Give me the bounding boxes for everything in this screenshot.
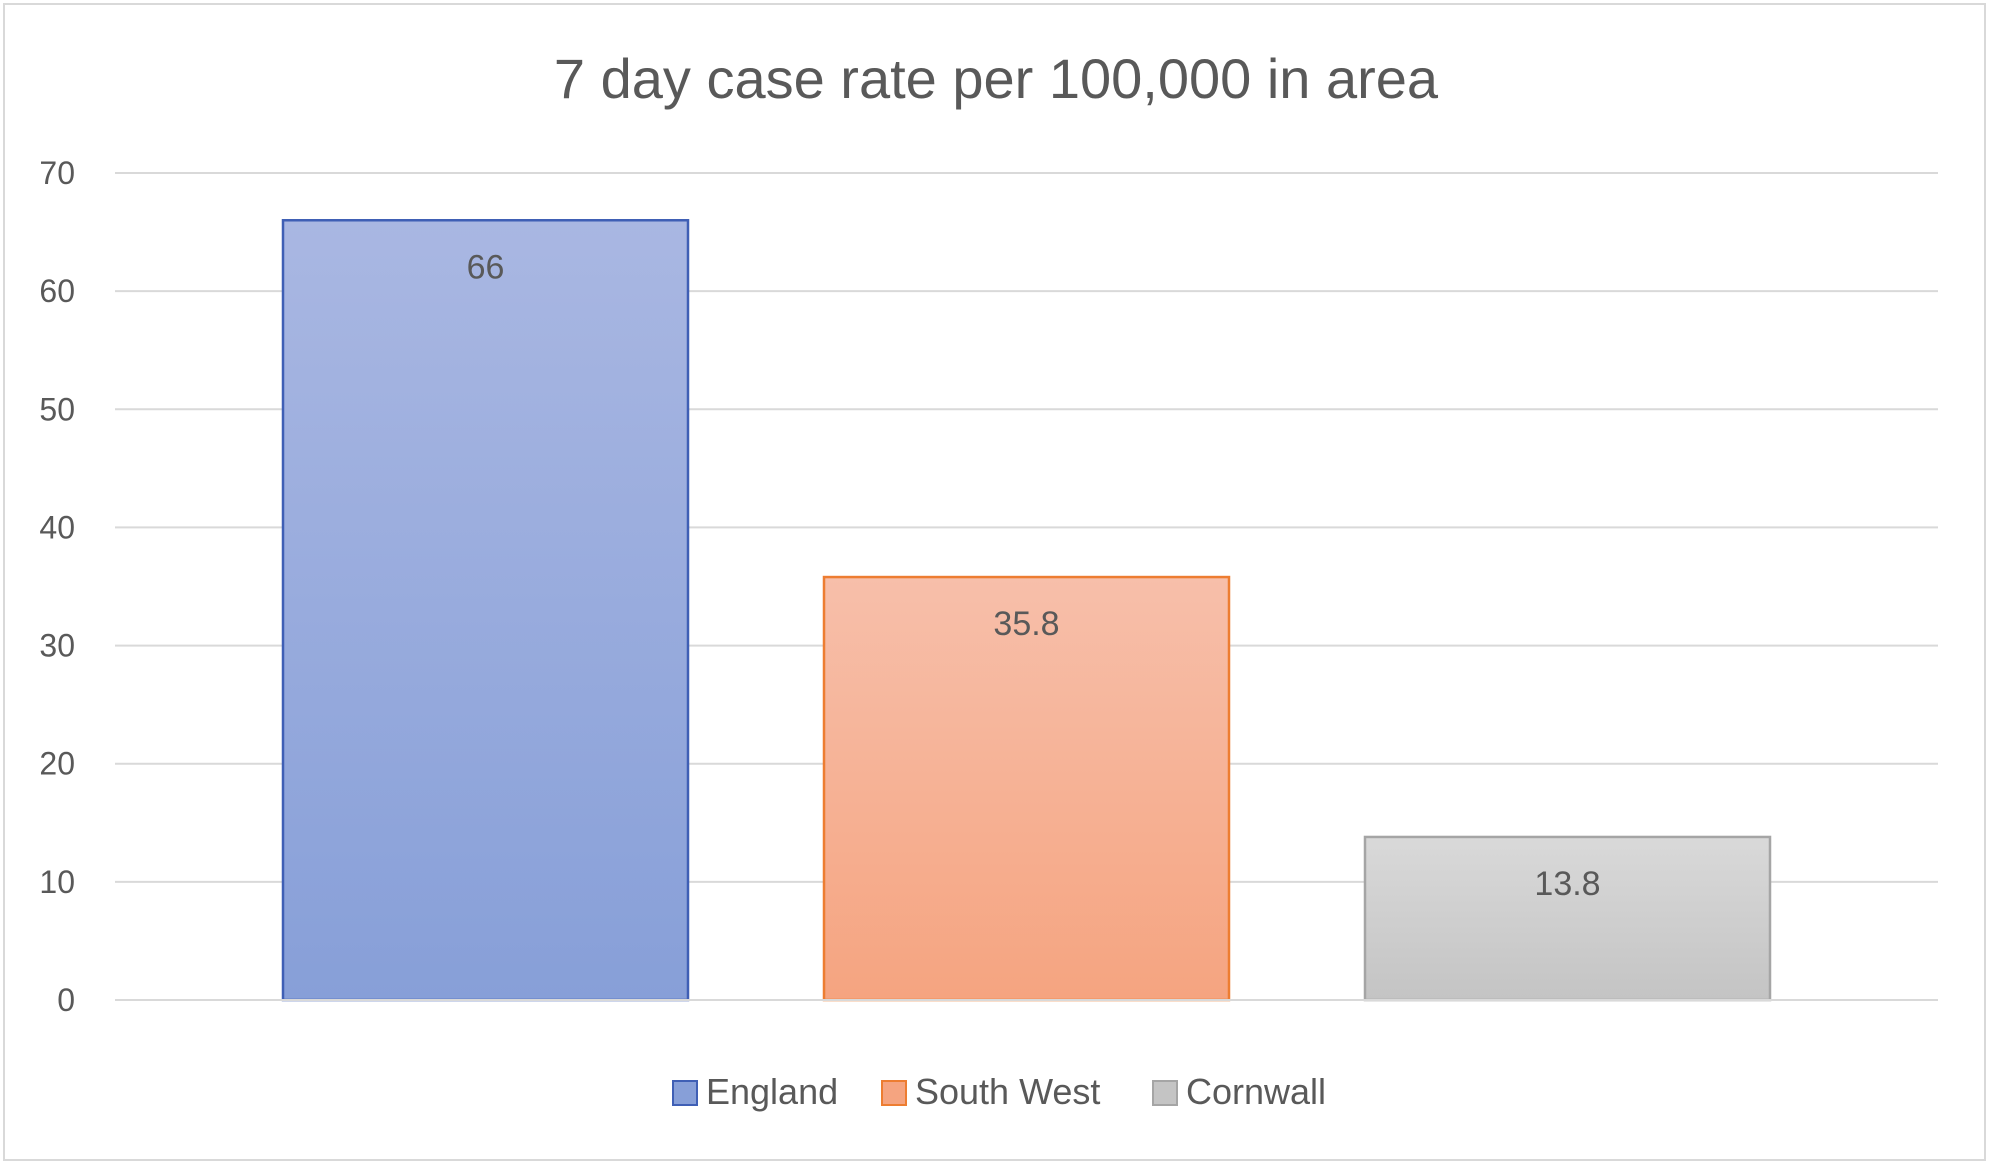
y-tick-label: 70 (39, 155, 75, 191)
y-axis-ticks: 0 10 20 30 40 50 60 70 (39, 155, 75, 1018)
y-tick-label: 50 (39, 391, 75, 427)
bar-south-west (822, 575, 1231, 1002)
legend-label: England (706, 1071, 838, 1112)
y-tick-label: 20 (39, 746, 75, 782)
y-tick-label: 40 (39, 509, 75, 545)
chart-title: 7 day case rate per 100,000 in area (554, 47, 1439, 110)
y-tick-label: 60 (39, 273, 75, 309)
data-label: 13.8 (1534, 865, 1600, 903)
bars (115, 219, 1938, 1002)
legend-swatch-england (672, 1080, 698, 1106)
data-label: 66 (467, 248, 505, 286)
bar-england (281, 219, 690, 1002)
y-tick-label: 30 (39, 628, 75, 664)
legend-label: Cornwall (1186, 1071, 1326, 1112)
legend-label: South West (915, 1071, 1100, 1112)
legend-swatch-cornwall (1152, 1080, 1178, 1106)
data-labels: 66 35.8 13.8 (467, 248, 1601, 903)
data-label: 35.8 (993, 605, 1059, 643)
legend-swatch-south-west (881, 1080, 907, 1106)
legend: England South West Cornwall (672, 1071, 1326, 1112)
bar-cornwall (1363, 835, 1772, 1002)
y-tick-label: 0 (57, 982, 75, 1018)
y-tick-label: 10 (39, 864, 75, 900)
